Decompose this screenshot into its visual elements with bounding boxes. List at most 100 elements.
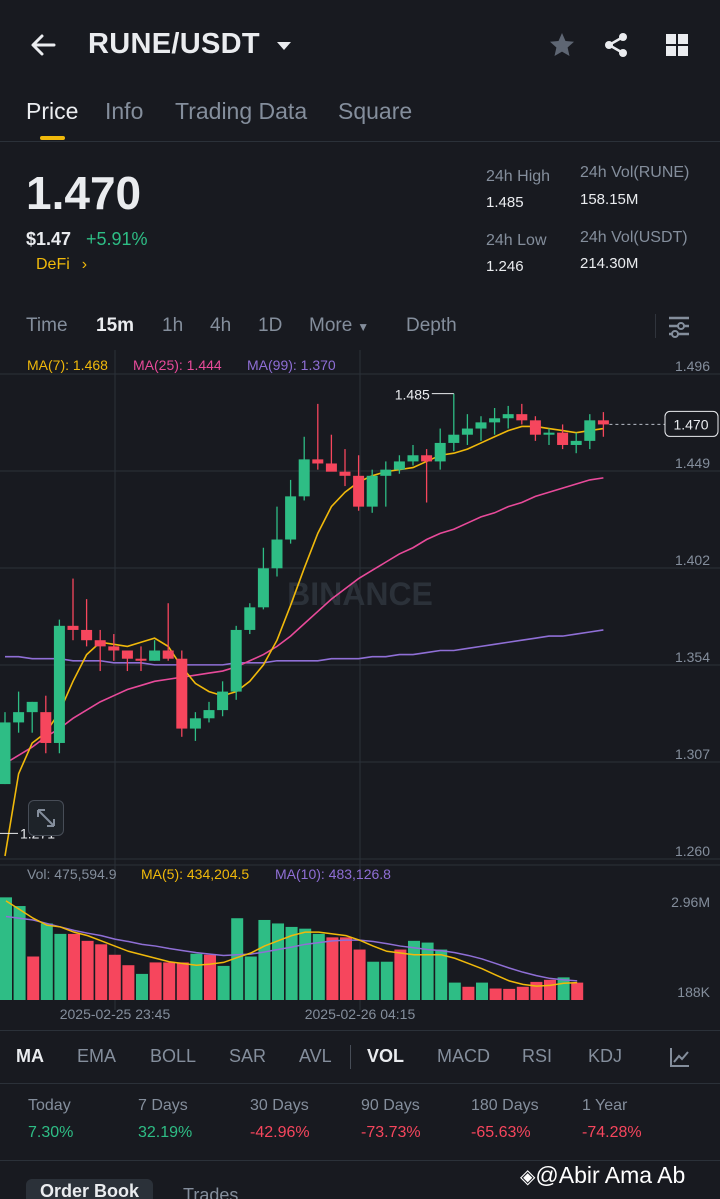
ind-kdj[interactable]: KDJ (588, 1046, 623, 1066)
tf-more[interactable]: More ▼ (309, 315, 369, 337)
ma7-legend: MA(7): 1.468 (27, 357, 108, 373)
y-tick-label: 1.260 (675, 843, 710, 859)
ma99-line (5, 629, 604, 666)
chevron-down-icon[interactable] (274, 36, 294, 56)
ind-rsi[interactable]: RSI (522, 1046, 553, 1066)
volume-bar (258, 919, 271, 1000)
volume-bar (367, 961, 380, 1000)
perf-label: 1 Year (582, 1097, 628, 1114)
candle-body (557, 432, 569, 445)
candle-body (189, 718, 201, 729)
volume-bar (68, 933, 80, 1000)
tf-1h[interactable]: 1h (162, 315, 184, 336)
perf-value: -65.63% (471, 1124, 531, 1141)
volume-bar (489, 988, 502, 1000)
vol-tick-label: 188K (677, 984, 710, 1000)
x-axis-label: 2025-02-26 04:15 (305, 1006, 416, 1020)
volume-bar (285, 926, 298, 1000)
category-tag[interactable]: DeFi › (36, 256, 87, 274)
candle-body (162, 650, 174, 659)
share-icon[interactable] (601, 30, 631, 60)
volume-bar (380, 961, 393, 1000)
tf-15m[interactable]: 15m (96, 315, 135, 336)
candle-body (149, 650, 161, 661)
candle-body (489, 418, 501, 423)
user-watermark: ◈@Abir Ama Ab (520, 1162, 685, 1189)
candle-body (407, 455, 419, 462)
ind-macd[interactable]: MACD (437, 1046, 490, 1066)
volume-bar (448, 982, 461, 1000)
candle-body (244, 607, 256, 630)
high-value: 1.485 (486, 194, 524, 211)
last-price: 1.470 (26, 167, 142, 219)
volume-bar (204, 954, 216, 1000)
perf-value: -74.28% (582, 1124, 642, 1141)
candle-body (81, 629, 93, 641)
perf-label: 90 Days (361, 1097, 420, 1114)
fullscreen-button[interactable] (28, 800, 64, 836)
volume-bar (544, 979, 556, 1000)
volume-bar (530, 981, 543, 1000)
user-watermark-text: @Abir Ama Ab (535, 1162, 686, 1188)
ma99-legend: MA(99): 1.370 (247, 357, 336, 373)
perf-label: Today (28, 1097, 71, 1114)
tab-square[interactable]: Square (338, 98, 413, 124)
star-icon[interactable] (547, 30, 577, 60)
candlestick-chart[interactable]: 1.496 1.449 1.402 1.354 1.307 1.260 BINANCE 1.4… (0, 350, 720, 1020)
candle-body (203, 710, 215, 719)
ind-boll[interactable]: BOLL (150, 1046, 197, 1066)
candle-body (448, 434, 460, 443)
pair-title[interactable]: RUNE/USDT (88, 28, 260, 60)
tab-trades[interactable]: Trades (183, 1185, 239, 1199)
volume-bar (217, 965, 230, 1000)
high-marker-label: 1.485 (395, 387, 430, 403)
candle-body (421, 455, 433, 462)
candle-body (380, 469, 392, 476)
chart-settings-icon[interactable] (655, 312, 695, 340)
price-change: +5.91% (86, 229, 148, 249)
candle-body (584, 420, 596, 441)
ind-avl[interactable]: AVL (299, 1046, 332, 1066)
candle-body (529, 420, 541, 435)
tf-4h[interactable]: 4h (210, 315, 232, 336)
ind-ema[interactable]: EMA (77, 1046, 117, 1066)
divider (350, 1045, 351, 1069)
candle-body (353, 475, 365, 507)
volume-bar (340, 937, 352, 1000)
volume-bar (0, 897, 12, 1000)
tab-info[interactable]: Info (105, 98, 144, 124)
volume-bar (244, 956, 257, 1000)
tf-time[interactable]: Time (26, 315, 68, 336)
low-label: 24h Low (486, 232, 547, 249)
candle-body (516, 414, 528, 421)
grid-icon[interactable] (662, 30, 692, 60)
back-arrow-icon[interactable] (28, 30, 58, 60)
volume-bar (231, 918, 244, 1000)
tf-depth[interactable]: Depth (406, 315, 457, 336)
ind-ma[interactable]: MA (16, 1046, 44, 1066)
volume-bar (190, 953, 203, 1000)
candle-body (108, 646, 120, 651)
caret-down-icon: ▼ (357, 320, 370, 334)
candle-body (393, 461, 405, 470)
candle-body (257, 568, 269, 608)
indicator-settings-icon[interactable] (668, 1045, 692, 1069)
volume-bar (27, 956, 40, 1000)
volume-bar (421, 942, 434, 1000)
ind-vol[interactable]: VOL (367, 1046, 405, 1066)
tab-trading-data[interactable]: Trading Data (175, 98, 308, 124)
candle-body (434, 442, 446, 462)
binance-logo-icon: ◈ (520, 1166, 536, 1188)
volume-bar (503, 988, 516, 1000)
ind-sar[interactable]: SAR (229, 1046, 267, 1066)
volume-bar (462, 986, 475, 1000)
vol-ma10-legend: MA(10): 483,126.8 (275, 866, 391, 882)
chevron-right-icon: › (81, 256, 88, 273)
candle-body (325, 463, 337, 472)
tab-price[interactable]: Price (26, 98, 79, 124)
tf-1d[interactable]: 1D (258, 315, 283, 336)
candle-body (53, 625, 65, 743)
candle-body (13, 712, 25, 723)
candle-body (597, 420, 609, 425)
tab-order-book[interactable]: Order Book (26, 1179, 154, 1199)
